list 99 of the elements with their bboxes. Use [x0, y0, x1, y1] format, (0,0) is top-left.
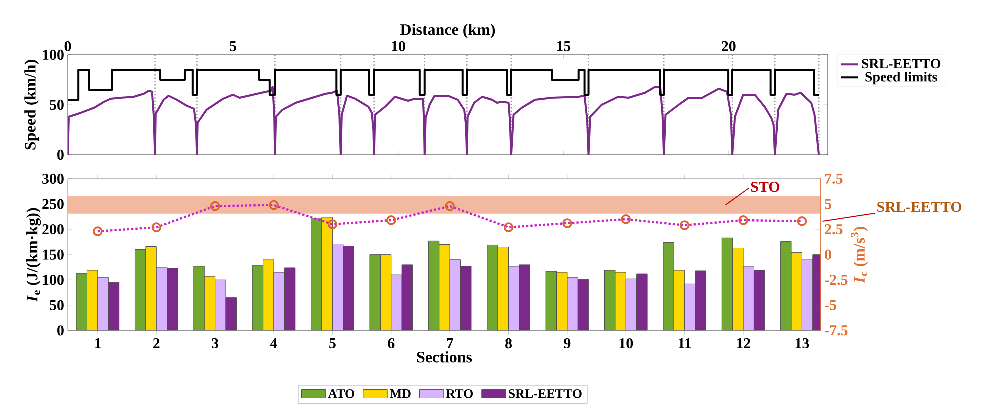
bar: [487, 244, 498, 331]
bar: [274, 272, 285, 331]
line-series: [68, 86, 820, 155]
y-tick-label: 150: [43, 250, 64, 260]
x-tick-label: 2: [154, 338, 160, 348]
x-tick-label: 8: [506, 338, 512, 349]
y2-tick-label: 2.5: [825, 224, 843, 235]
x-tick-label: 6: [388, 338, 395, 349]
y-tick-label: 200: [42, 224, 64, 235]
bar: [134, 250, 146, 331]
point: [738, 216, 748, 226]
bar: [450, 260, 462, 331]
bar: [722, 238, 734, 331]
x-axis-title: Sections: [417, 351, 472, 363]
y2-tick-label: -7.5: [825, 326, 848, 336]
y2-tick-label: 5: [825, 199, 832, 210]
bar: [567, 277, 578, 331]
legend-label: MD: [390, 390, 411, 398]
bar: [215, 280, 226, 331]
bar: [98, 277, 109, 331]
point: [621, 214, 632, 224]
bar: [284, 268, 296, 331]
legend-label: ATO: [328, 389, 355, 398]
point: [328, 220, 338, 230]
bar: [167, 268, 178, 331]
bar: [252, 265, 264, 331]
y2-tick-label: 7.5: [825, 174, 843, 184]
legend-label: RTO: [446, 389, 474, 398]
bar: [391, 274, 402, 331]
point: [504, 222, 514, 232]
legend-label: SRL-EETTO: [862, 59, 941, 69]
x-tick-label: 3: [212, 338, 219, 349]
x-tick-label: 0: [64, 41, 72, 52]
bar: [460, 266, 472, 331]
x-tick-label: 7: [447, 338, 454, 348]
x-tick-label: 13: [796, 338, 810, 349]
y-tick-label: 0: [58, 326, 64, 336]
y2-tick-label: -2.5: [825, 275, 848, 286]
x-tick-label: 11: [678, 338, 692, 348]
y-tick-label: 100: [43, 50, 64, 60]
bar: [684, 284, 696, 331]
x-tick-label: 5: [230, 41, 236, 52]
bar: [108, 282, 120, 331]
bar: [663, 242, 674, 331]
legend-label: Speed limits: [866, 72, 938, 85]
text: SRL-EETTO: [878, 202, 962, 212]
x-tick-label: 4: [270, 338, 278, 348]
bar: [311, 218, 322, 331]
point: [210, 201, 220, 212]
y-axis-title: I$_{e}$ (J/(km·kg)): [26, 208, 42, 302]
bar: [743, 266, 754, 331]
bar: [695, 270, 706, 331]
bar: [370, 254, 381, 331]
bar: [226, 298, 237, 331]
y-tick-label: 50: [50, 100, 64, 110]
bar: [754, 270, 766, 331]
bar: [636, 274, 648, 331]
point: [93, 226, 103, 236]
point: [152, 222, 162, 232]
band-label: STO: [751, 182, 780, 192]
y-tick-label: 300: [42, 174, 64, 184]
x-tick-label: 20: [722, 41, 736, 52]
bar: [156, 267, 168, 331]
bar: [428, 240, 440, 331]
x-tick-label: 10: [392, 41, 406, 52]
bar: [546, 272, 557, 331]
bar: [626, 278, 638, 331]
x-tick-label: 9: [564, 338, 571, 349]
x-tick-label: 10: [620, 338, 634, 349]
point: [386, 216, 396, 226]
y2-tick-label: -5: [825, 300, 836, 310]
y2-tick-label: 0: [825, 250, 832, 260]
legend-label: SRL-EETTO: [509, 389, 582, 398]
bar: [194, 266, 205, 331]
x-tick-label: 15: [557, 41, 571, 52]
bar: [519, 264, 530, 331]
x-tick-label: 1: [95, 338, 101, 348]
bar: [780, 241, 792, 331]
y-tick-label: 0: [58, 150, 64, 160]
point: [562, 218, 572, 228]
bar: [402, 264, 414, 331]
y-tick-label: 250: [42, 199, 64, 210]
bar: [578, 279, 590, 331]
x-axis-title: Distance (km): [400, 24, 496, 38]
y2-axis-title: I$_{c}$ (m/s$^{3}$): [851, 227, 868, 284]
bar: [332, 244, 344, 331]
point: [797, 216, 808, 226]
y-axis-title: Speed (km/h): [24, 60, 40, 150]
y-tick-label: 100: [43, 275, 64, 286]
point: [445, 201, 455, 212]
bar: [604, 270, 616, 331]
x-tick-label: 12: [737, 338, 750, 348]
bar: [76, 273, 88, 331]
x-tick-label: 5: [330, 338, 336, 348]
point: [680, 220, 690, 230]
bar: [343, 246, 354, 331]
bar: [508, 266, 520, 331]
y-tick-label: 50: [50, 300, 64, 310]
point: [269, 200, 279, 210]
